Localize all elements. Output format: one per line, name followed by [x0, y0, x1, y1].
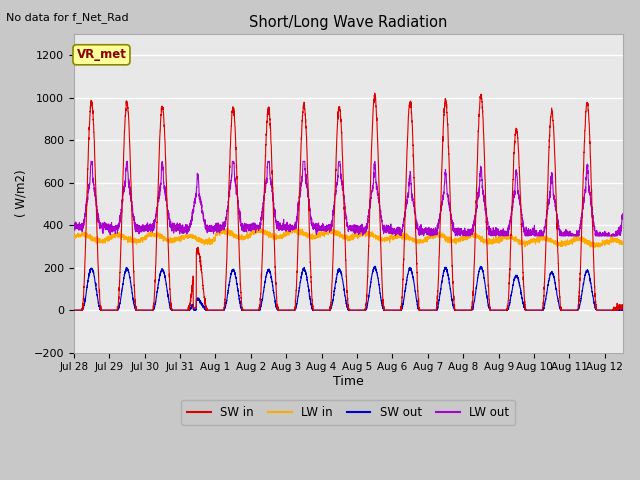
LW out	[409, 194, 417, 200]
SW out	[408, 272, 416, 278]
LW in	[636, 238, 640, 244]
Text: No data for f_Net_Rad: No data for f_Net_Rad	[6, 12, 129, 23]
LW out	[70, 226, 77, 231]
LW out	[392, 233, 399, 239]
SW out	[540, 303, 548, 309]
SW in	[513, 129, 520, 134]
Line: SW in: SW in	[74, 93, 640, 310]
LW out	[636, 232, 640, 238]
SW in	[555, 277, 563, 283]
SW in	[636, 307, 640, 313]
Line: LW in: LW in	[74, 228, 640, 249]
LW in	[555, 240, 563, 246]
SW out	[378, 303, 386, 309]
SW out	[636, 307, 640, 313]
SW in	[371, 90, 379, 96]
SW in	[408, 129, 416, 135]
LW out	[541, 224, 548, 230]
Title: Short/Long Wave Radiation: Short/Long Wave Radiation	[249, 15, 447, 30]
X-axis label: Time: Time	[333, 375, 364, 388]
LW out	[87, 158, 95, 164]
SW out	[371, 264, 379, 269]
LW out	[188, 219, 195, 225]
SW in	[70, 307, 77, 313]
LW in	[378, 238, 386, 244]
Text: VR_met: VR_met	[77, 48, 126, 61]
LW in	[290, 225, 298, 230]
LW in	[540, 234, 548, 240]
LW in	[188, 234, 195, 240]
SW out	[188, 304, 195, 310]
SW out	[70, 307, 77, 313]
SW out	[513, 274, 520, 280]
LW in	[623, 246, 630, 252]
LW out	[378, 220, 386, 226]
LW out	[513, 172, 520, 178]
LW in	[513, 236, 520, 241]
SW in	[378, 280, 386, 286]
SW out	[555, 301, 563, 307]
Line: SW out: SW out	[74, 266, 640, 310]
LW in	[70, 235, 77, 240]
SW in	[188, 291, 195, 297]
Y-axis label: ( W/m2): ( W/m2)	[15, 169, 28, 217]
SW in	[540, 287, 548, 292]
Legend: SW in, LW in, SW out, LW out: SW in, LW in, SW out, LW out	[181, 400, 515, 425]
LW in	[408, 235, 416, 240]
LW out	[555, 227, 563, 232]
Line: LW out: LW out	[74, 161, 640, 236]
